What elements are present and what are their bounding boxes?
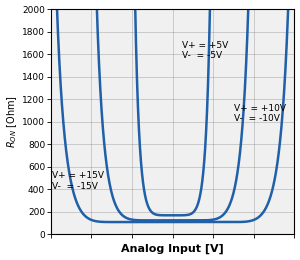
Y-axis label: $R_{ON}$ [Ohm]: $R_{ON}$ [Ohm] [6,95,20,148]
Text: V+ = +15V
V-  = -15V: V+ = +15V V- = -15V [52,171,104,191]
X-axis label: Analog Input [V]: Analog Input [V] [121,244,224,255]
Text: V+ = +5V
V-  = -5V: V+ = +5V V- = -5V [182,41,229,60]
Text: V+ = +10V
V-  = -10V: V+ = +10V V- = -10V [233,104,286,123]
